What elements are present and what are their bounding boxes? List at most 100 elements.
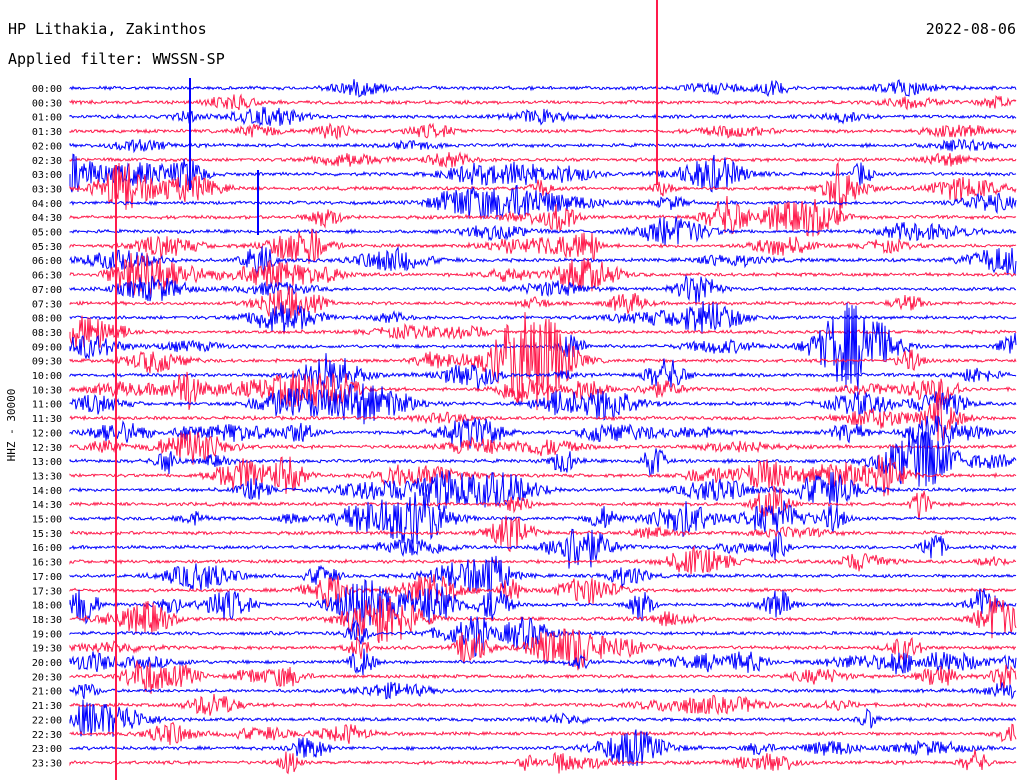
trace-line xyxy=(69,660,1017,694)
trace-line xyxy=(69,595,1017,644)
time-label: 16:30 xyxy=(32,558,62,569)
trace-line xyxy=(69,106,1017,127)
trace-line xyxy=(69,681,1017,700)
time-label: 03:00 xyxy=(32,170,62,181)
trace-line xyxy=(69,195,1017,237)
trace-line xyxy=(69,694,1017,716)
time-label: 05:30 xyxy=(32,242,62,253)
trace-line xyxy=(69,228,1017,264)
trace-line xyxy=(69,301,1017,334)
y-axis-label: HHZ - 30000 xyxy=(5,389,18,462)
trace-line xyxy=(69,153,1017,193)
time-label: 15:00 xyxy=(32,515,62,526)
time-label: 18:30 xyxy=(32,615,62,626)
trace-line xyxy=(69,648,1017,676)
time-label: 11:30 xyxy=(32,414,62,425)
time-label: 22:00 xyxy=(32,715,62,726)
trace-group xyxy=(69,0,1017,780)
trace-line xyxy=(69,470,1017,511)
filter-label: Applied filter: WWSSN-SP xyxy=(8,50,225,68)
trace-line xyxy=(69,216,1017,246)
trace-line xyxy=(69,578,1017,628)
time-label-group: 00:00 00:30 01:00 01:30 02:00 02:30 03:00 03:30… xyxy=(32,84,62,769)
time-label: 12:30 xyxy=(32,443,62,454)
trace-line xyxy=(69,122,1017,141)
time-label: 21:30 xyxy=(32,701,62,712)
time-label: 03:30 xyxy=(32,184,62,195)
time-label: 02:30 xyxy=(32,156,62,167)
time-label: 02:00 xyxy=(32,141,62,152)
time-label: 17:30 xyxy=(32,586,62,597)
time-label: 21:00 xyxy=(32,687,62,698)
time-label: 15:30 xyxy=(32,529,62,540)
trace-line xyxy=(70,515,1017,553)
trace-line xyxy=(69,315,1017,348)
trace-line xyxy=(69,392,1017,443)
time-label: 05:00 xyxy=(32,228,62,239)
trace-line xyxy=(69,721,1017,746)
trace-line xyxy=(69,93,1017,111)
time-label: 08:30 xyxy=(32,328,62,339)
trace-line xyxy=(69,431,1017,465)
trace-line xyxy=(69,699,1017,737)
time-label: 08:00 xyxy=(32,314,62,325)
time-label: 19:00 xyxy=(32,629,62,640)
trace-line xyxy=(69,246,1017,277)
trace-line xyxy=(69,312,1017,411)
time-label: 17:00 xyxy=(32,572,62,583)
time-label: 04:00 xyxy=(32,199,62,210)
time-label: 23:30 xyxy=(32,758,62,769)
time-label: 12:00 xyxy=(32,428,62,439)
trace-line xyxy=(69,252,1017,297)
time-label: 13:30 xyxy=(32,471,62,482)
time-label: 04:30 xyxy=(32,213,62,224)
trace-line xyxy=(69,555,1017,601)
time-label: 20:30 xyxy=(32,672,62,683)
time-label: 23:00 xyxy=(32,744,62,755)
trace-line xyxy=(69,138,1017,154)
trace-line xyxy=(69,491,1017,546)
trace-line xyxy=(69,528,1017,569)
time-label: 14:30 xyxy=(32,500,62,511)
station-name: HP Lithakia, Zakinthos xyxy=(8,20,207,38)
time-label: 18:00 xyxy=(32,601,62,612)
trace-line xyxy=(69,302,1017,390)
trace-line xyxy=(69,628,1017,671)
trace-line xyxy=(69,485,1017,521)
time-label: 00:00 xyxy=(32,84,62,95)
time-label: 09:00 xyxy=(32,342,62,353)
time-label: 22:30 xyxy=(32,730,62,741)
trace-line xyxy=(69,161,1017,216)
trace-line xyxy=(69,353,1017,394)
time-label: 01:00 xyxy=(32,113,62,124)
trace-line xyxy=(69,274,1017,306)
trace-line xyxy=(69,79,1017,98)
trace-line xyxy=(69,574,1017,608)
trace-line xyxy=(69,415,1017,449)
time-label: 07:30 xyxy=(32,299,62,310)
time-label: 10:30 xyxy=(32,385,62,396)
time-label: 00:30 xyxy=(32,98,62,109)
trace-line xyxy=(69,151,1017,169)
trace-line xyxy=(69,454,1017,497)
trace-line xyxy=(69,286,1017,319)
trace-line xyxy=(69,545,1017,575)
time-label: 10:00 xyxy=(32,371,62,382)
trace-line xyxy=(69,184,1017,220)
time-label: 06:30 xyxy=(32,271,62,282)
trace-line xyxy=(69,749,1017,775)
time-label: 13:00 xyxy=(32,457,62,468)
time-label: 11:00 xyxy=(32,400,62,411)
time-label: 19:30 xyxy=(32,644,62,655)
trace-line xyxy=(69,615,1017,658)
time-label: 06:00 xyxy=(32,256,62,267)
trace-line xyxy=(69,383,1017,425)
date-label: 2022-08-06 xyxy=(925,20,1016,38)
time-label: 16:00 xyxy=(32,543,62,554)
time-label: 01:30 xyxy=(32,127,62,138)
time-label: 07:00 xyxy=(32,285,62,296)
trace-line xyxy=(69,431,1017,487)
time-label: 14:00 xyxy=(32,486,62,497)
trace-line xyxy=(69,729,1017,767)
